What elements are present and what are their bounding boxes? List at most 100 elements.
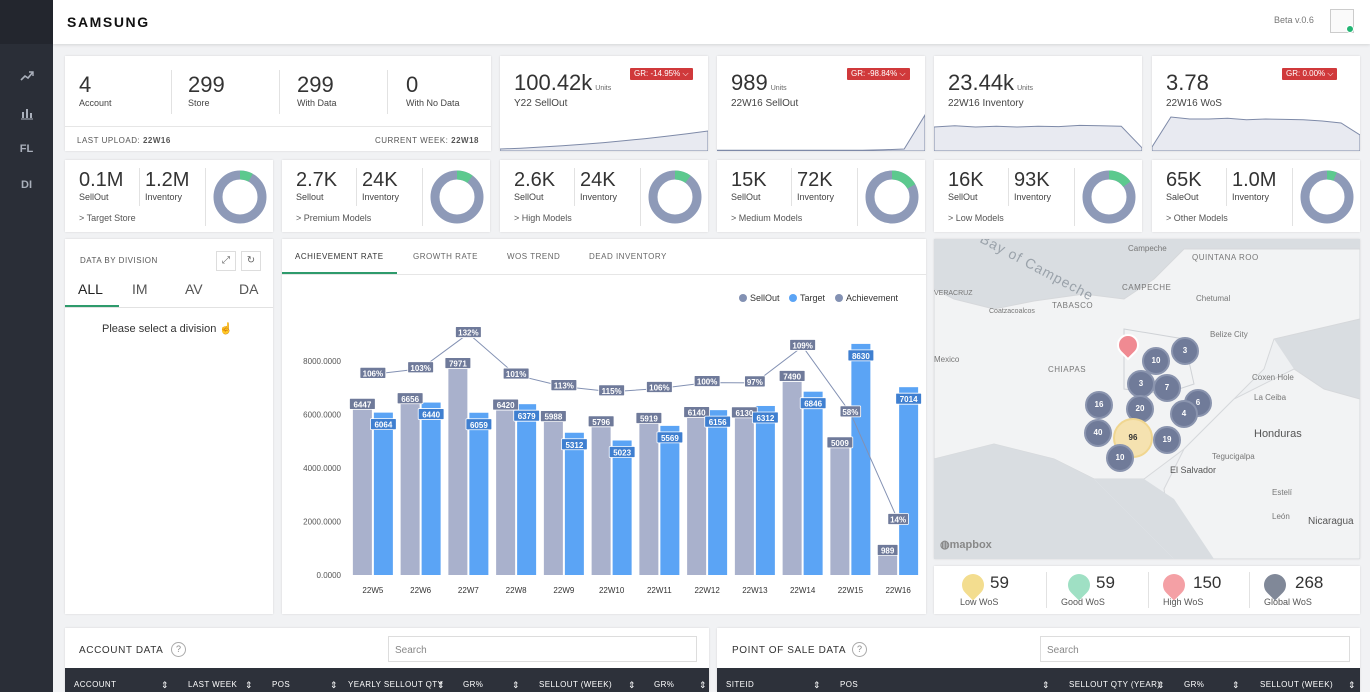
col-siteid[interactable]: SITEID xyxy=(726,680,755,689)
bar-target[interactable] xyxy=(373,412,393,575)
col-yearly-sellout[interactable]: YEARLY SELLOUT QTY xyxy=(348,680,444,689)
legend-label[interactable]: Target xyxy=(800,293,826,303)
wos-item-global[interactable]: 268 Global WoS xyxy=(1252,566,1358,614)
sort-icon[interactable]: ⇕ xyxy=(512,680,520,690)
tab-av[interactable]: AV xyxy=(185,281,203,297)
sort-icon[interactable]: ⇕ xyxy=(437,680,445,690)
bar-target[interactable] xyxy=(899,387,919,575)
bar-target[interactable] xyxy=(851,343,871,575)
sort-icon[interactable]: ⇕ xyxy=(628,680,636,690)
seg-link[interactable]: > Other Models xyxy=(1166,213,1228,223)
pos-search-input[interactable]: Search xyxy=(1040,636,1350,662)
sort-icon[interactable]: ⇕ xyxy=(1157,680,1165,690)
bar-sellout[interactable] xyxy=(400,396,420,575)
bar-target[interactable] xyxy=(803,391,823,575)
bar-target[interactable] xyxy=(660,425,680,575)
bar-sellout[interactable] xyxy=(639,416,659,575)
sort-icon[interactable]: ⇕ xyxy=(245,680,253,690)
bar-sellout[interactable] xyxy=(734,410,754,575)
chart-panel: ACHIEVEMENT RATE GROWTH RATE WOS TREND D… xyxy=(282,239,926,614)
bar-sellout[interactable] xyxy=(352,402,372,575)
help-icon[interactable]: ? xyxy=(171,642,186,657)
map-cluster[interactable]: 10 xyxy=(1106,444,1134,472)
map-cluster[interactable]: 7 xyxy=(1153,374,1181,402)
seg-sellout-label: SellOut xyxy=(731,192,761,202)
col-pos[interactable]: POS xyxy=(840,680,859,689)
wos-item-good[interactable]: 59 Good WoS xyxy=(1040,566,1146,614)
col-pos[interactable]: POS xyxy=(272,680,291,689)
sort-icon[interactable]: ⇕ xyxy=(813,680,821,690)
tab-all[interactable]: ALL xyxy=(78,281,103,297)
sort-icon[interactable]: ⇕ xyxy=(1348,680,1356,690)
bar-sellout[interactable] xyxy=(543,414,563,575)
legend-label[interactable]: SellOut xyxy=(750,293,780,303)
bar-target[interactable] xyxy=(708,410,728,575)
bar-sellout[interactable] xyxy=(496,403,516,575)
expand-button[interactable]: ⤢ xyxy=(216,251,236,271)
seg-link[interactable]: > Low Models xyxy=(948,213,1004,223)
achievement-label: 113% xyxy=(554,382,574,391)
map-label: León xyxy=(1272,512,1290,521)
bar-target[interactable] xyxy=(755,405,775,575)
stat-label: With No Data xyxy=(406,98,460,108)
tab-wos-trend[interactable]: WOS TREND xyxy=(507,252,561,261)
tab-growth-rate[interactable]: GROWTH RATE xyxy=(413,252,478,261)
seg-donut xyxy=(1082,170,1136,224)
tab-dead-inventory[interactable]: DEAD INVENTORY xyxy=(589,252,667,261)
col-last-week[interactable]: LAST WEEK xyxy=(188,680,238,689)
achievement-label-bg xyxy=(407,361,434,374)
col-gr[interactable]: GR% xyxy=(1184,680,1205,689)
bar-sellout[interactable] xyxy=(782,374,802,575)
account-search-input[interactable]: Search xyxy=(388,636,697,662)
col-account[interactable]: ACCOUNT xyxy=(74,680,117,689)
map-cluster[interactable]: 40 xyxy=(1084,419,1112,447)
tab-im[interactable]: IM xyxy=(132,281,148,297)
map-cluster[interactable]: 3 xyxy=(1127,370,1155,398)
bar-target[interactable] xyxy=(517,404,537,575)
seg-link[interactable]: > Target Store xyxy=(79,213,136,223)
wos-item-low[interactable]: 59 Low WoS xyxy=(934,566,1040,614)
sort-icon[interactable]: ⇕ xyxy=(330,680,338,690)
sort-icon[interactable]: ⇕ xyxy=(161,680,169,690)
seg-link[interactable]: > Premium Models xyxy=(296,213,372,223)
tab-achievement-rate[interactable]: ACHIEVEMENT RATE xyxy=(295,252,384,261)
sidebar-item-trend[interactable] xyxy=(0,70,53,85)
bar-target[interactable] xyxy=(421,402,441,575)
seg-link[interactable]: > High Models xyxy=(514,213,572,223)
sidebar-item-di[interactable]: DI xyxy=(21,179,32,191)
col-sellout-qty-year[interactable]: SELLOUT QTY (YEAR) xyxy=(1069,680,1161,689)
bar-target[interactable] xyxy=(564,432,584,575)
target-value-label: 6846 xyxy=(804,400,822,409)
bar-sellout[interactable] xyxy=(687,410,707,575)
sort-icon[interactable]: ⇕ xyxy=(1042,680,1050,690)
seg-link-label: High Models xyxy=(521,213,572,223)
map-cluster[interactable]: 19 xyxy=(1153,426,1181,454)
map-panel[interactable]: Bay of Campeche Campeche CAMPECHE QUINTA… xyxy=(934,239,1360,559)
sidebar-item-fl[interactable]: FL xyxy=(19,143,34,155)
map-cluster[interactable]: 4 xyxy=(1170,400,1198,428)
refresh-button[interactable]: ↻ xyxy=(241,251,261,271)
map-cluster[interactable]: 3 xyxy=(1171,337,1199,365)
col-gr[interactable]: GR% xyxy=(654,680,675,689)
sidebar-item-chart[interactable] xyxy=(0,106,53,123)
seg-link[interactable]: > Medium Models xyxy=(731,213,803,223)
bar-target[interactable] xyxy=(469,412,489,575)
bar-target[interactable] xyxy=(612,440,632,575)
col-sellout-week[interactable]: SELLOUT (WEEK) xyxy=(1260,680,1334,689)
col-gr[interactable]: GR% xyxy=(463,680,484,689)
map-cluster[interactable]: 10 xyxy=(1142,347,1170,375)
gr-badge: GR: 0.00% ⌵ xyxy=(1282,68,1338,80)
tab-da[interactable]: DA xyxy=(239,281,259,297)
seg-link-label: Premium Models xyxy=(303,213,372,223)
legend-label[interactable]: Achievement xyxy=(846,293,899,303)
bar-sellout[interactable] xyxy=(591,419,611,575)
map-cluster[interactable]: 16 xyxy=(1085,391,1113,419)
col-sellout-week[interactable]: SELLOUT (WEEK) xyxy=(539,680,613,689)
bar-sellout[interactable] xyxy=(830,440,850,575)
bar-sellout[interactable] xyxy=(448,361,468,575)
donut-track xyxy=(213,170,267,224)
sort-icon[interactable]: ⇕ xyxy=(699,680,707,690)
help-icon[interactable]: ? xyxy=(852,642,867,657)
wos-item-high[interactable]: 150 High WoS xyxy=(1146,566,1252,614)
sort-icon[interactable]: ⇕ xyxy=(1232,680,1240,690)
